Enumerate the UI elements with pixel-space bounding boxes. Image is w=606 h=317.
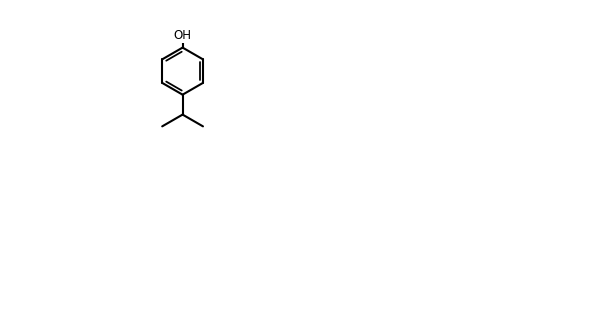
Text: OH: OH [173, 29, 191, 42]
